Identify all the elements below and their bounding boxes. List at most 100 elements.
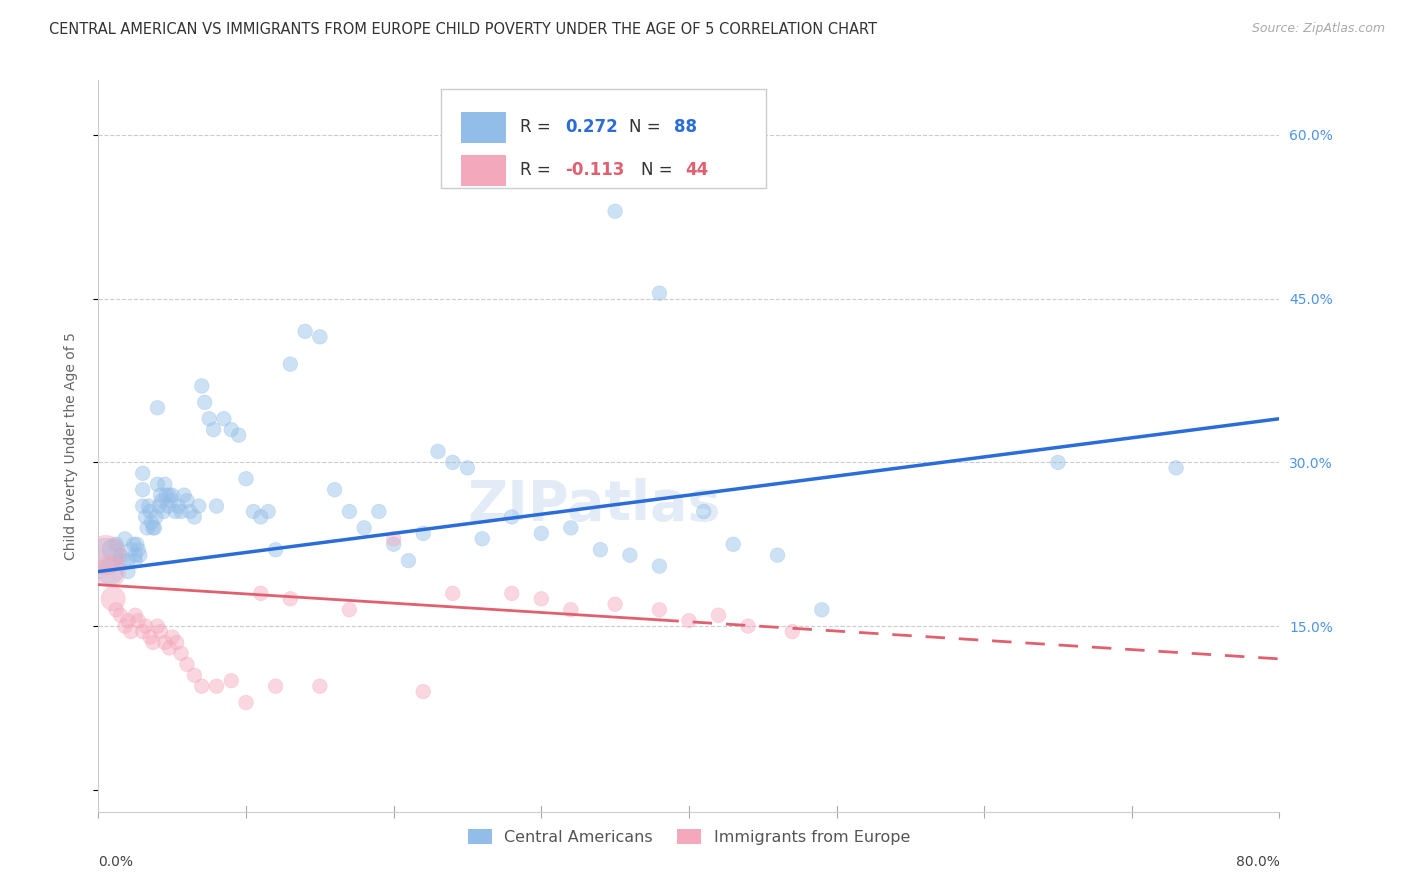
Point [648, 559, 671, 574]
Text: 44: 44 [685, 161, 709, 179]
Point [323, 483, 346, 497]
Point [280, 357, 302, 371]
Point [132, 483, 155, 497]
Point [194, 395, 217, 409]
Point [165, 504, 187, 518]
Text: 88: 88 [673, 119, 696, 136]
Point [605, 204, 627, 219]
Point [412, 684, 434, 698]
Point [221, 673, 243, 688]
Point [202, 423, 225, 437]
Point [264, 679, 287, 693]
Bar [461, 155, 506, 186]
Point [530, 591, 553, 606]
Point [173, 488, 195, 502]
Point [187, 499, 209, 513]
Point [114, 532, 136, 546]
Point [398, 554, 420, 568]
Point [280, 591, 302, 606]
Point [264, 542, 287, 557]
Point [143, 521, 166, 535]
Point [170, 504, 193, 518]
Point [782, 624, 804, 639]
Point [412, 526, 434, 541]
Point [501, 586, 523, 600]
Point [176, 657, 198, 672]
Point [94, 548, 117, 562]
Point [339, 504, 361, 518]
Point [127, 614, 149, 628]
Legend: Central Americans, Immigrants from Europe: Central Americans, Immigrants from Europ… [461, 823, 917, 851]
Text: R =: R = [520, 161, 555, 179]
Point [235, 472, 257, 486]
Point [619, 548, 641, 562]
Point [136, 521, 159, 535]
Point [138, 499, 160, 513]
Point [156, 499, 179, 513]
Point [560, 603, 582, 617]
Point [153, 635, 176, 649]
Bar [461, 112, 506, 143]
Point [191, 379, 214, 393]
Point [127, 542, 149, 557]
Point [250, 586, 273, 600]
Point [707, 608, 730, 623]
Point [441, 455, 464, 469]
Point [132, 467, 155, 481]
Text: ZIPatlas: ZIPatlas [468, 477, 721, 532]
Point [124, 608, 146, 623]
Point [117, 614, 139, 628]
FancyBboxPatch shape [441, 89, 766, 188]
Point [125, 537, 148, 551]
Point [353, 521, 375, 535]
Point [501, 510, 523, 524]
Point [198, 411, 221, 425]
Point [145, 510, 167, 524]
Text: 0.272: 0.272 [565, 119, 617, 136]
Point [114, 619, 136, 633]
Text: R =: R = [520, 119, 555, 136]
Point [139, 504, 162, 518]
Point [122, 537, 145, 551]
Point [141, 516, 163, 530]
Point [132, 624, 155, 639]
Text: N =: N = [628, 119, 665, 136]
Point [110, 548, 132, 562]
Point [678, 614, 700, 628]
Point [157, 488, 180, 502]
Point [530, 526, 553, 541]
Point [1166, 460, 1188, 475]
Point [235, 696, 257, 710]
Point [183, 510, 205, 524]
Point [257, 504, 280, 518]
Point [176, 493, 198, 508]
Point [105, 603, 128, 617]
Point [142, 635, 165, 649]
Point [139, 630, 162, 644]
Point [94, 548, 117, 562]
Point [135, 619, 157, 633]
Point [205, 679, 228, 693]
Point [128, 548, 150, 562]
Point [120, 542, 142, 557]
Point [1046, 455, 1070, 469]
Point [810, 603, 832, 617]
Point [242, 504, 264, 518]
Point [737, 619, 759, 633]
Point [120, 624, 142, 639]
Point [142, 521, 165, 535]
Point [648, 603, 671, 617]
Point [117, 565, 139, 579]
Point [309, 330, 332, 344]
Point [152, 504, 174, 518]
Text: CENTRAL AMERICAN VS IMMIGRANTS FROM EUROPE CHILD POVERTY UNDER THE AGE OF 5 CORR: CENTRAL AMERICAN VS IMMIGRANTS FROM EURO… [49, 22, 877, 37]
Point [723, 537, 745, 551]
Point [117, 554, 139, 568]
Point [457, 460, 479, 475]
Point [212, 411, 235, 425]
Point [110, 554, 132, 568]
Point [149, 488, 172, 502]
Point [693, 504, 716, 518]
Point [135, 510, 157, 524]
Point [103, 542, 125, 557]
